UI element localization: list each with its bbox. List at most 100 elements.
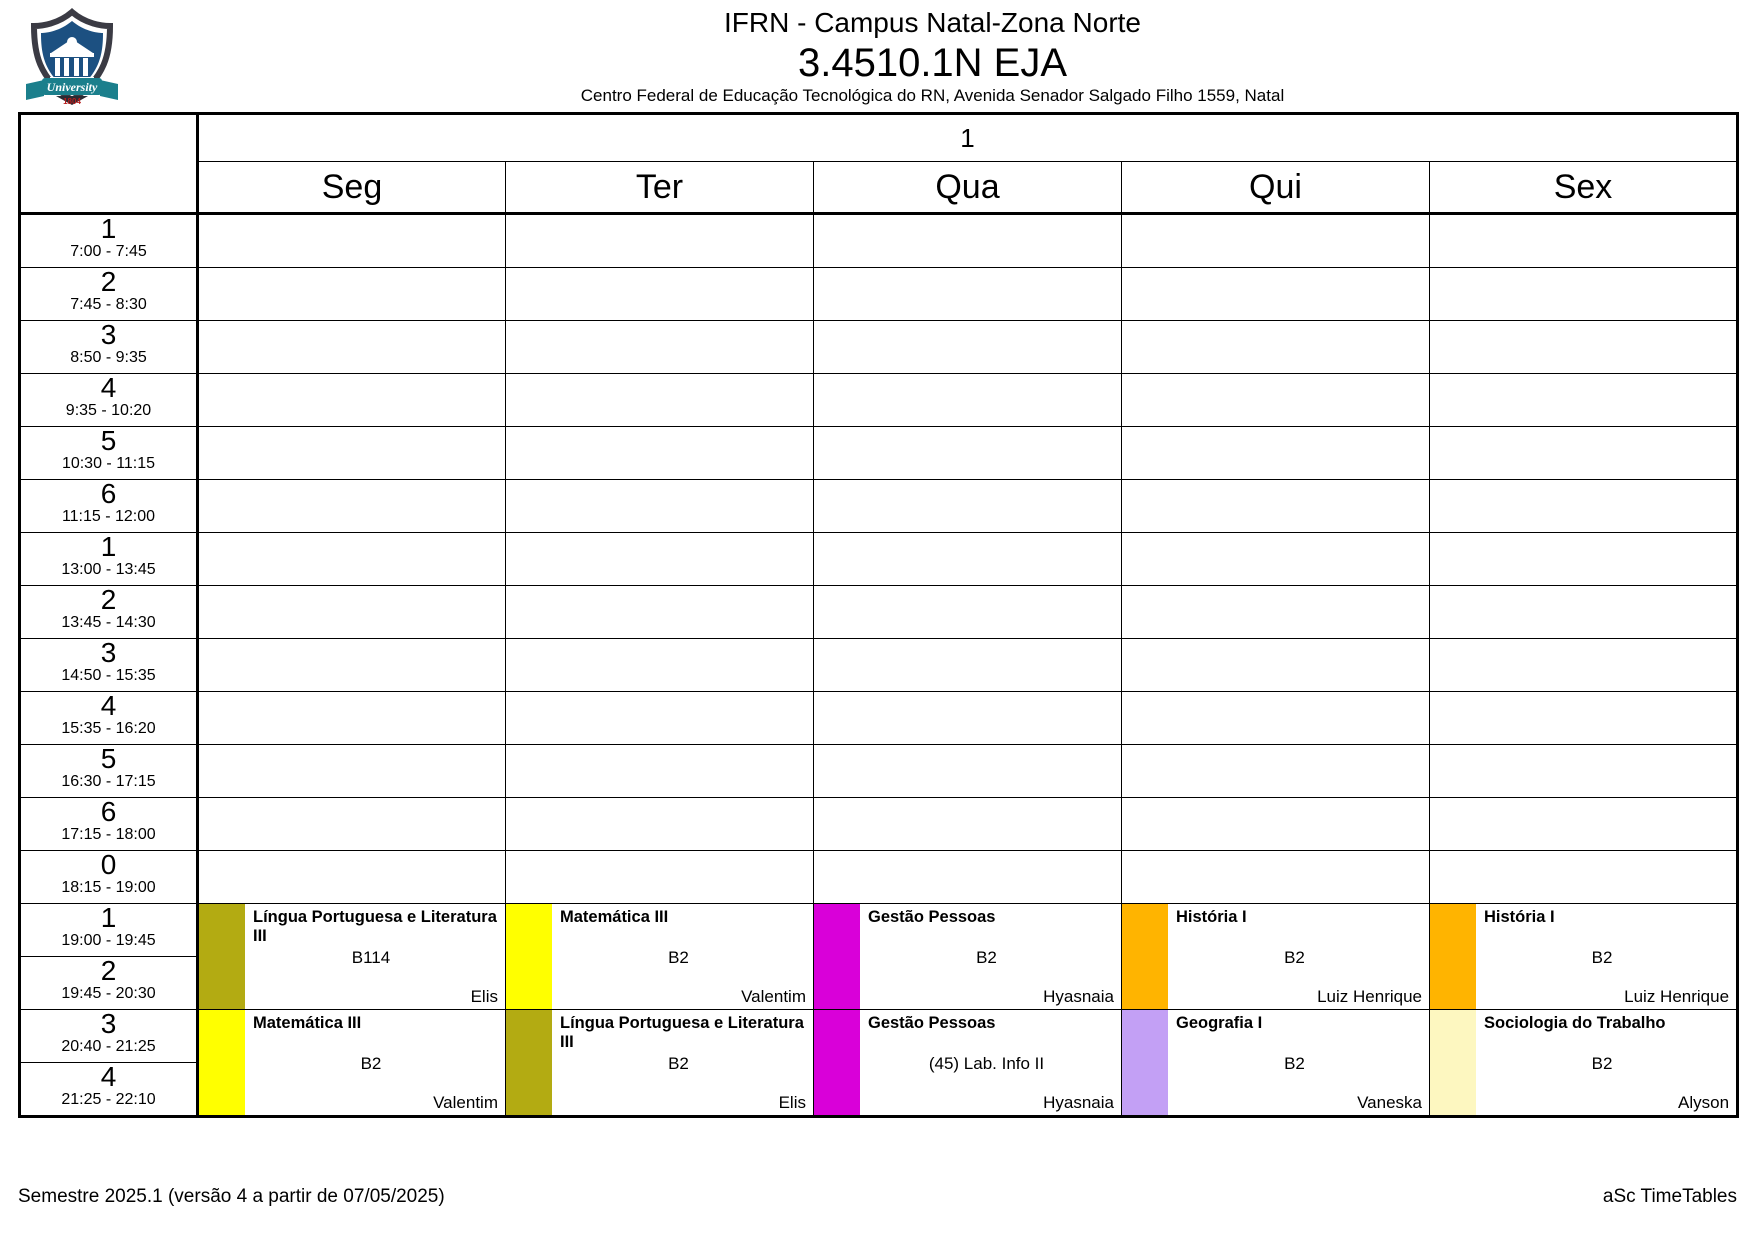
empty-slot[interactable]: [1428, 479, 1739, 533]
lesson-card[interactable]: História I B2 Luiz Henrique: [1122, 904, 1429, 1009]
empty-slot[interactable]: [813, 267, 1122, 321]
empty-slot[interactable]: [1428, 426, 1739, 480]
empty-slot[interactable]: [196, 797, 506, 851]
empty-slot[interactable]: [813, 479, 1122, 533]
lesson-cell[interactable]: História I B2 Luiz Henrique: [1121, 903, 1430, 1010]
empty-slot[interactable]: [813, 850, 1122, 904]
empty-slot[interactable]: [1121, 320, 1430, 374]
lesson-cell[interactable]: Língua Portuguesa e Literatura III B114 El…: [196, 903, 506, 1010]
period-number: 2: [100, 584, 117, 615]
lesson-cell[interactable]: Sociologia do Trabalho B2 Alyson: [1428, 1009, 1739, 1117]
empty-slot[interactable]: [196, 691, 506, 745]
empty-slot[interactable]: [505, 585, 814, 639]
lesson-cell[interactable]: Matemática III B2 Valentim: [505, 903, 814, 1010]
empty-slot[interactable]: [1428, 267, 1739, 321]
empty-slot[interactable]: [1121, 426, 1430, 480]
empty-slot[interactable]: [196, 373, 506, 427]
empty-slot[interactable]: [196, 320, 506, 374]
empty-slot[interactable]: [1428, 797, 1739, 851]
empty-slot[interactable]: [505, 797, 814, 851]
lesson-cell[interactable]: Gestão Pessoas B2 Hyasnaia: [813, 903, 1122, 1010]
empty-slot[interactable]: [1428, 691, 1739, 745]
empty-slot[interactable]: [196, 479, 506, 533]
empty-slot[interactable]: [1121, 267, 1430, 321]
empty-slot[interactable]: [505, 638, 814, 692]
lesson-cell[interactable]: Geografia I B2 Vaneska: [1121, 1009, 1430, 1117]
empty-slot[interactable]: [1428, 532, 1739, 586]
lesson-subject: Geografia I: [1176, 1014, 1263, 1032]
timetable-row: 1 19:00 - 19:45 Língua Portuguesa e Litera…: [19, 903, 1739, 1010]
empty-slot[interactable]: [505, 320, 814, 374]
empty-slot[interactable]: [813, 373, 1122, 427]
empty-slot[interactable]: [813, 797, 1122, 851]
lesson-cell[interactable]: Matemática III B2 Valentim: [196, 1009, 506, 1117]
empty-slot[interactable]: [1428, 373, 1739, 427]
empty-slot[interactable]: [1428, 585, 1739, 639]
empty-slot[interactable]: [1428, 638, 1739, 692]
empty-slot[interactable]: [1428, 744, 1739, 798]
lesson-card[interactable]: Gestão Pessoas B2 Hyasnaia: [814, 904, 1121, 1009]
empty-slot[interactable]: [1121, 213, 1430, 268]
period-time-range: 14:50 - 15:35: [61, 667, 156, 684]
empty-slot[interactable]: [1121, 691, 1430, 745]
lesson-card[interactable]: Matemática III B2 Valentim: [199, 1010, 505, 1115]
empty-slot[interactable]: [505, 479, 814, 533]
empty-slot[interactable]: [1428, 850, 1739, 904]
empty-slot[interactable]: [1121, 479, 1430, 533]
lesson-card[interactable]: Matemática III B2 Valentim: [506, 904, 813, 1009]
timetable-row: 3 14:50 - 15:35: [19, 638, 1739, 692]
empty-slot[interactable]: [813, 213, 1122, 268]
empty-slot[interactable]: [505, 532, 814, 586]
empty-slot[interactable]: [196, 850, 506, 904]
empty-slot[interactable]: [813, 585, 1122, 639]
empty-slot[interactable]: [1121, 373, 1430, 427]
empty-slot[interactable]: [196, 267, 506, 321]
empty-slot[interactable]: [1121, 638, 1430, 692]
empty-slot[interactable]: [196, 213, 506, 268]
empty-slot[interactable]: [813, 320, 1122, 374]
empty-slot[interactable]: [196, 585, 506, 639]
empty-slot[interactable]: [505, 691, 814, 745]
empty-slot[interactable]: [505, 373, 814, 427]
lesson-cell[interactable]: História I B2 Luiz Henrique: [1428, 903, 1739, 1010]
timetable-row: 0 18:15 - 19:00: [19, 849, 1739, 904]
empty-slot[interactable]: [196, 532, 506, 586]
empty-slot[interactable]: [1121, 744, 1430, 798]
empty-slot[interactable]: [196, 744, 506, 798]
empty-slot[interactable]: [1121, 850, 1430, 904]
empty-slot[interactable]: [505, 744, 814, 798]
lesson-card[interactable]: História I B2 Luiz Henrique: [1430, 904, 1736, 1009]
empty-slot[interactable]: [813, 691, 1122, 745]
period-number: 0: [100, 849, 117, 880]
day-header-seg: Seg: [196, 161, 506, 215]
empty-slot[interactable]: [813, 532, 1122, 586]
lesson-subject: Matemática III: [560, 908, 669, 926]
empty-slot[interactable]: [1121, 532, 1430, 586]
lesson-card[interactable]: Língua Portuguesa e Literatura III B2 Elis: [506, 1010, 813, 1115]
lesson-subject: Sociologia do Trabalho: [1484, 1014, 1666, 1032]
empty-slot[interactable]: [1428, 320, 1739, 374]
period-cell: 1 7:00 - 7:45: [19, 213, 199, 268]
empty-slot[interactable]: [813, 426, 1122, 480]
lesson-card[interactable]: Sociologia do Trabalho B2 Alyson: [1430, 1010, 1736, 1115]
empty-slot[interactable]: [813, 744, 1122, 798]
lesson-card[interactable]: Geografia I B2 Vaneska: [1122, 1010, 1429, 1115]
lesson-cell[interactable]: Gestão Pessoas (45) Lab. Info II Hyasnaia: [813, 1009, 1122, 1117]
empty-slot[interactable]: [1121, 585, 1430, 639]
empty-slot[interactable]: [505, 850, 814, 904]
lesson-card[interactable]: Língua Portuguesa e Literatura III B114 El…: [199, 904, 505, 1009]
lesson-card[interactable]: Gestão Pessoas (45) Lab. Info II Hyasnaia: [814, 1010, 1121, 1115]
timetable-head: 1 Seg Ter Qua Qui Sex: [19, 113, 1739, 215]
empty-slot[interactable]: [505, 267, 814, 321]
lesson-details: Matemática III B2 Valentim: [552, 904, 813, 1009]
empty-slot[interactable]: [505, 213, 814, 268]
empty-slot[interactable]: [196, 426, 506, 480]
empty-slot[interactable]: [505, 426, 814, 480]
lesson-cell[interactable]: Língua Portuguesa e Literatura III B2 Elis: [505, 1009, 814, 1117]
empty-slot[interactable]: [196, 638, 506, 692]
timetable-row: 2 7:45 - 8:30: [19, 267, 1739, 321]
period-cell: 3 14:50 - 15:35: [19, 638, 199, 692]
empty-slot[interactable]: [1428, 213, 1739, 268]
empty-slot[interactable]: [813, 638, 1122, 692]
empty-slot[interactable]: [1121, 797, 1430, 851]
